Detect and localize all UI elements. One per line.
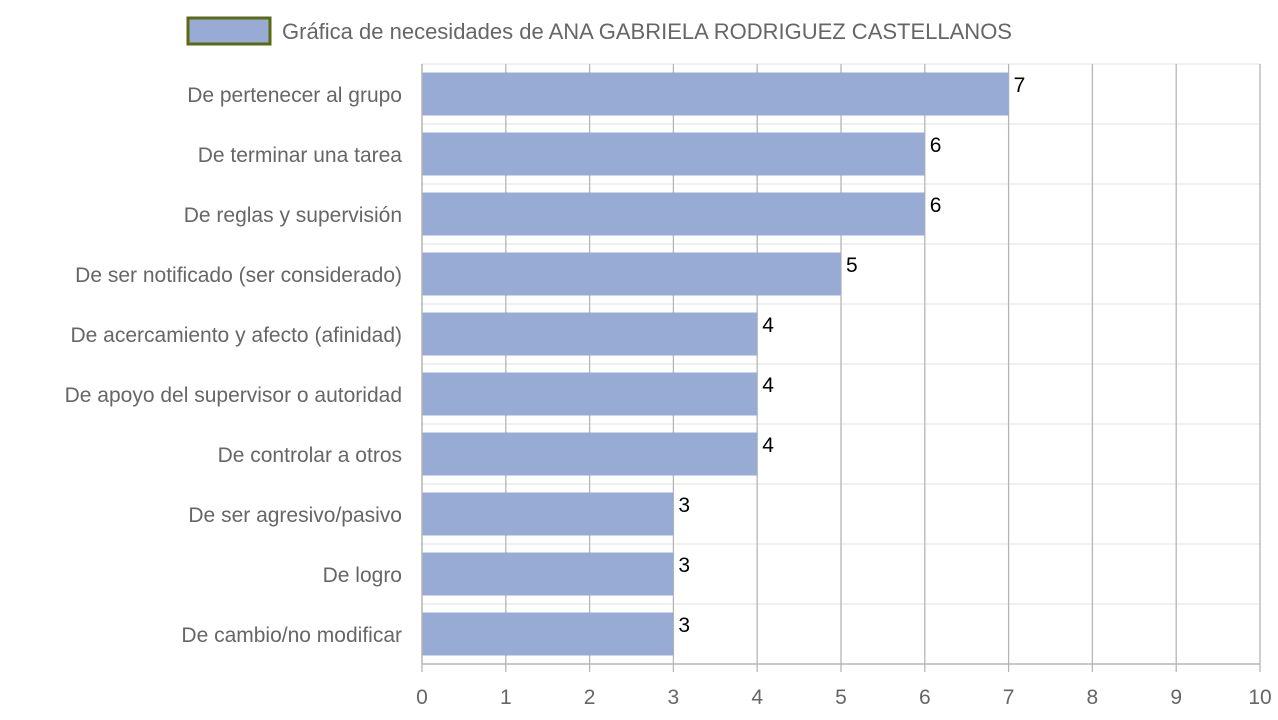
x-tick-label: 10 bbox=[1248, 686, 1271, 709]
data-label: 6 bbox=[930, 194, 942, 217]
labels: 0 1 2 3 4 5 6 7 8 9 10 De pertenecer al grupo 7 De te… bbox=[65, 74, 1272, 709]
data-label: 3 bbox=[678, 554, 690, 577]
bar bbox=[422, 192, 925, 236]
x-tick-label: 6 bbox=[919, 686, 931, 709]
x-tick-label: 0 bbox=[416, 686, 428, 709]
data-label: 6 bbox=[930, 134, 942, 157]
category-label: De acercamiento y afecto (afinidad) bbox=[71, 324, 403, 347]
x-tick-label: 9 bbox=[1170, 686, 1182, 709]
legend-label: Gráfica de necesidades de ANA GABRIELA R… bbox=[282, 19, 1012, 44]
x-tick-label: 3 bbox=[668, 686, 680, 709]
category-label: De ser notificado (ser considerado) bbox=[75, 264, 402, 287]
bar bbox=[422, 492, 674, 536]
data-label: 3 bbox=[678, 494, 690, 517]
data-label: 4 bbox=[762, 374, 774, 397]
category-label: De pertenecer al grupo bbox=[187, 84, 402, 107]
axes bbox=[421, 64, 1261, 672]
x-tick-label: 5 bbox=[835, 686, 847, 709]
data-label: 4 bbox=[762, 434, 774, 457]
category-label: De terminar una tarea bbox=[198, 144, 403, 167]
data-label: 3 bbox=[678, 614, 690, 637]
data-label: 4 bbox=[762, 314, 774, 337]
data-label: 7 bbox=[1014, 74, 1026, 97]
category-label: De controlar a otros bbox=[218, 444, 402, 467]
legend-swatch bbox=[186, 16, 272, 46]
x-tick-label: 4 bbox=[751, 686, 763, 709]
x-tick-label: 8 bbox=[1087, 686, 1099, 709]
x-tick-label: 2 bbox=[584, 686, 596, 709]
category-label: De cambio/no modificar bbox=[181, 624, 402, 647]
bar bbox=[422, 552, 674, 596]
data-label: 5 bbox=[846, 254, 858, 277]
bar bbox=[422, 72, 1009, 116]
legend: Gráfica de necesidades de ANA GABRIELA R… bbox=[186, 16, 1012, 46]
bar bbox=[422, 432, 758, 476]
category-label: De ser agresivo/pasivo bbox=[188, 504, 402, 527]
bar bbox=[422, 132, 925, 176]
bar bbox=[422, 612, 674, 656]
bar bbox=[422, 252, 841, 296]
bar bbox=[422, 372, 758, 416]
bars bbox=[422, 72, 1009, 656]
bar bbox=[422, 312, 758, 356]
category-label: De apoyo del supervisor o autoridad bbox=[65, 384, 402, 407]
x-tick-label: 7 bbox=[1003, 686, 1015, 709]
x-tick-label: 1 bbox=[500, 686, 512, 709]
category-label: De logro bbox=[323, 564, 402, 587]
category-label: De reglas y supervisión bbox=[184, 204, 402, 227]
